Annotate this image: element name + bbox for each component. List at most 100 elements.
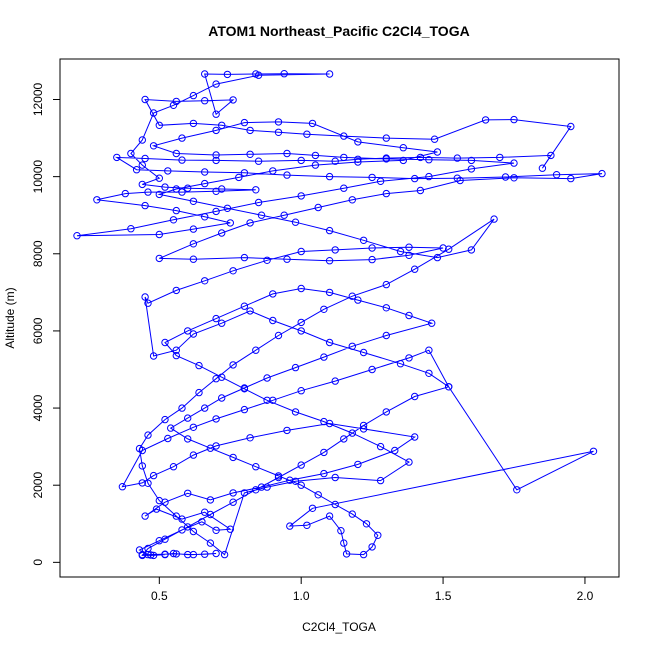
data-point — [172, 185, 181, 193]
data-point — [218, 373, 226, 381]
data-point — [325, 257, 334, 265]
data-point — [127, 149, 135, 158]
data-point — [411, 392, 419, 401]
data-point — [220, 550, 229, 559]
data-point — [246, 307, 254, 315]
data-point — [359, 550, 368, 559]
data-point — [155, 121, 164, 130]
data-point — [416, 186, 425, 195]
data-point — [184, 435, 192, 443]
data-point — [172, 512, 181, 520]
data-point — [453, 154, 461, 162]
data-point — [212, 110, 220, 118]
data-point — [331, 157, 339, 165]
data-point — [325, 512, 334, 520]
data-point — [141, 512, 149, 520]
data-point — [206, 510, 215, 519]
data-point — [223, 70, 232, 79]
data-point — [325, 172, 334, 181]
data-point — [184, 327, 192, 335]
data-point — [467, 165, 476, 173]
data-point — [257, 211, 266, 219]
data-point — [127, 225, 135, 233]
data-point — [138, 161, 147, 169]
data-point — [229, 453, 237, 462]
data-point — [354, 138, 362, 146]
data-point — [155, 496, 164, 505]
data-point — [425, 346, 433, 354]
data-point — [218, 319, 226, 327]
data-point — [374, 531, 382, 539]
data-point — [467, 246, 476, 254]
data-point — [320, 448, 328, 457]
data-point — [212, 549, 220, 558]
data-point — [513, 486, 521, 494]
data-point — [240, 169, 249, 177]
data-point — [132, 166, 141, 174]
data-point — [405, 458, 413, 466]
data-point — [342, 550, 351, 558]
data-point — [274, 118, 283, 126]
data-point — [212, 415, 220, 423]
data-point — [138, 462, 147, 470]
data-point — [396, 247, 405, 256]
data-point — [149, 471, 158, 480]
data-point — [433, 253, 442, 262]
data-point — [348, 196, 356, 204]
data-point — [178, 156, 186, 164]
data-point — [164, 167, 172, 175]
data-point — [320, 353, 328, 361]
data-point — [155, 230, 164, 239]
data-point — [354, 296, 362, 304]
y-tick-label: 10000 — [31, 160, 45, 194]
data-point — [283, 171, 291, 179]
data-point — [354, 460, 362, 469]
data-point — [263, 396, 271, 404]
data-point — [283, 149, 291, 158]
data-point — [184, 523, 192, 531]
data-point — [368, 255, 376, 264]
data-point — [201, 404, 209, 412]
y-tick-label: 2000 — [31, 472, 45, 499]
x-tick-label: 2.0 — [577, 589, 594, 603]
data-point — [184, 489, 192, 497]
data-point — [189, 527, 198, 536]
chart-title: ATOM1 Northeast_Pacific C2Cl4_TOGA — [208, 23, 469, 39]
data-point — [359, 348, 368, 357]
data-point — [218, 121, 226, 130]
data-point — [340, 153, 348, 162]
data-point — [212, 526, 220, 534]
data-point — [178, 188, 186, 196]
data-point — [274, 331, 283, 340]
data-point — [354, 158, 362, 166]
data-point — [331, 246, 339, 254]
data-point — [263, 256, 271, 264]
data-point — [155, 190, 164, 199]
data-point — [254, 71, 263, 79]
data-point — [189, 91, 198, 100]
data-point — [368, 543, 376, 551]
data-point — [376, 476, 385, 485]
data-point — [195, 388, 203, 397]
data-point — [138, 136, 147, 144]
data-point — [405, 251, 413, 260]
data-point — [510, 115, 518, 124]
data-point — [297, 461, 305, 469]
data-point — [178, 134, 186, 142]
data-point — [161, 338, 169, 347]
data-point — [201, 277, 209, 285]
data-point — [240, 489, 249, 497]
data-point — [291, 218, 300, 226]
data-point — [201, 97, 209, 105]
x-axis: 0.5 1.0 1.5 2.0 — [151, 576, 594, 603]
data-point — [368, 244, 376, 252]
data-point — [246, 219, 254, 227]
data-point — [396, 360, 405, 368]
data-point — [172, 149, 181, 158]
data-point — [382, 189, 390, 198]
data-point — [235, 173, 243, 182]
data-point — [189, 197, 198, 206]
data-point — [169, 463, 178, 471]
data-point — [311, 151, 320, 160]
data-point — [189, 240, 198, 248]
